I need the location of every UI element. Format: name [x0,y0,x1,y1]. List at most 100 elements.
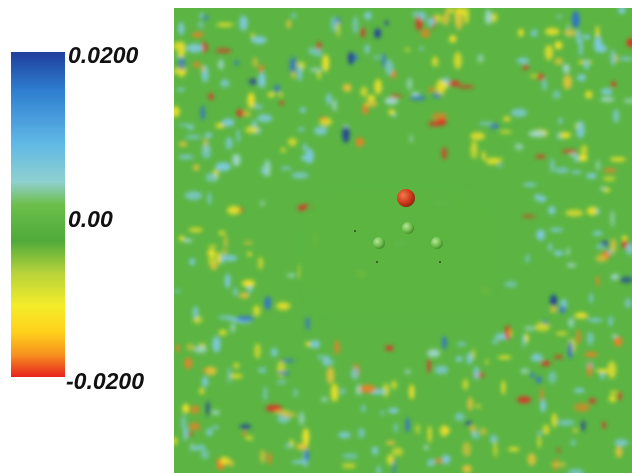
density-blob [479,427,487,436]
density-blob [508,329,513,338]
density-blob [576,121,585,139]
density-blob [381,53,386,68]
density-blob [267,92,276,98]
density-blob [279,359,296,363]
density-blob [243,241,254,245]
density-blob [371,446,379,455]
density-blob [613,336,623,347]
density-blob [478,121,493,126]
density-blob [466,352,473,365]
density-blob [447,80,461,87]
density-blob [549,158,555,173]
density-blob [187,124,195,131]
density-blob [385,59,394,76]
density-blob [524,326,536,331]
density-blob [194,345,207,353]
density-blob [475,430,479,441]
density-blob [201,65,205,73]
density-blob [234,60,239,66]
density-blob [434,365,449,375]
density-blob [610,210,615,227]
density-blob [298,411,305,426]
density-blob [245,126,259,134]
density-blob [325,93,332,105]
density-blob [207,249,216,258]
density-blob [310,340,321,349]
density-blob [613,109,620,123]
density-blob [364,44,370,55]
density-blob [204,133,213,138]
density-blob [321,396,328,403]
density-blob [548,243,553,252]
density-blob [497,355,512,360]
density-blob [350,367,359,380]
density-blob [330,16,338,32]
density-blob [467,397,474,411]
density-blob [470,132,485,141]
density-blob [471,348,476,360]
density-blob [183,238,193,243]
density-blob [264,296,272,310]
density-blob [183,426,188,442]
density-blob [477,54,484,63]
density-blob [174,289,181,293]
density-blob [252,57,258,68]
density-blob [431,56,439,67]
density-blob [268,452,272,465]
density-blob [322,355,330,366]
density-blob [404,47,410,52]
density-blob [528,130,546,138]
density-blob [556,14,562,19]
density-blob [174,106,180,118]
density-blob [184,357,193,370]
density-blob [276,380,287,384]
density-blob [363,100,378,107]
density-blob [549,228,564,232]
density-blob [284,443,293,449]
density-blob [317,354,323,359]
density-blob [236,315,255,322]
density-blob [342,124,350,129]
colorbar-min-label: -0.0200 [66,368,145,394]
density-blob [405,417,410,433]
density-blob [601,88,613,96]
density-blob [239,424,252,430]
density-blob [573,428,578,433]
density-blob [201,376,209,388]
density-blob [618,57,632,61]
density-blob [190,442,195,449]
density-blob [585,91,593,99]
density-blob [189,405,200,414]
density-blob [360,86,368,97]
density-blob [408,384,415,400]
density-blob [260,200,265,207]
density-blob [521,334,526,348]
density-blob [491,340,500,344]
density-blob [236,129,240,143]
density-blob [352,16,359,34]
green-sphere-top [402,222,414,234]
density-blob [442,336,447,350]
density-blob [291,460,307,464]
density-blob [182,403,189,414]
density-blob [474,404,482,408]
density-blob [437,118,447,126]
density-blob [384,96,398,105]
density-blob [611,334,618,338]
density-blob [566,247,570,256]
colorbar-mid-label: 0.00 [68,206,113,232]
density-blob [228,373,243,379]
density-blob [588,398,597,404]
density-blob [252,305,261,317]
density-blob [449,35,457,43]
density-blob [241,431,248,437]
density-blob [607,361,617,379]
density-blob [568,341,573,359]
density-blob [342,125,350,143]
density-blob [305,148,314,164]
density-blob [215,48,232,54]
green-sphere-left [373,237,385,249]
density-blob [423,445,430,450]
density-blob [297,127,305,132]
density-blob [394,422,398,433]
